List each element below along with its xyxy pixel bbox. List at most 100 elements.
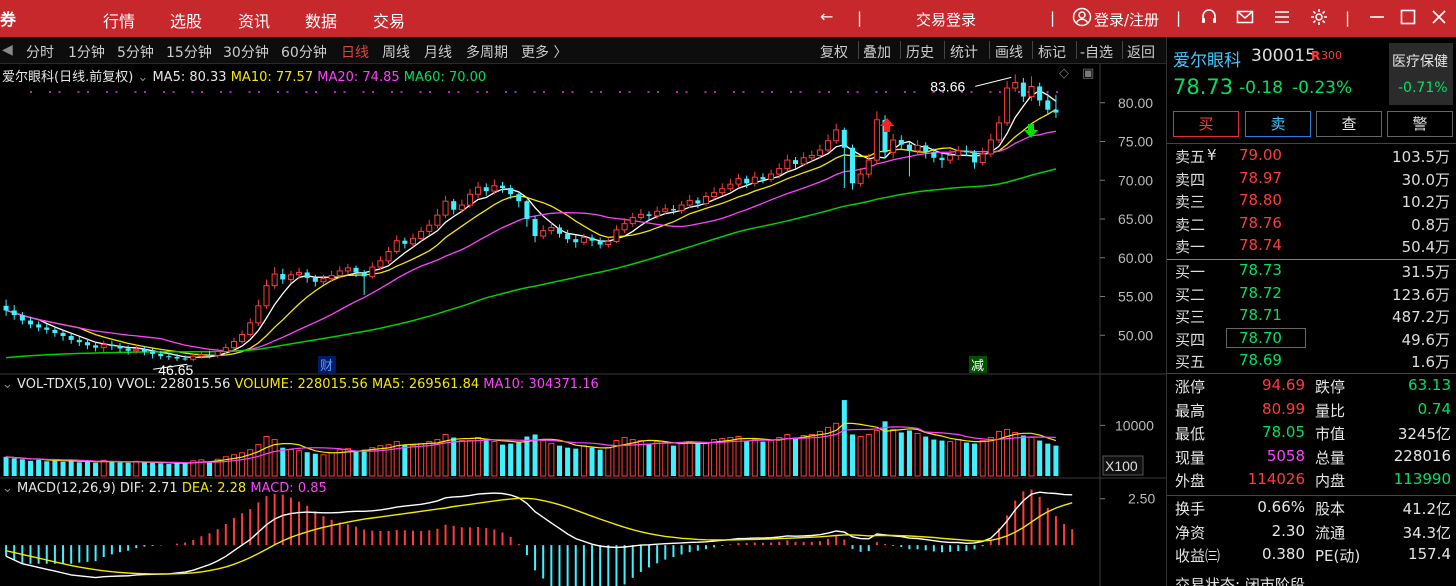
volume-bar xyxy=(36,459,42,476)
chevron-down-icon[interactable]: ⌄ xyxy=(2,481,13,496)
mark-button[interactable]: 标记 xyxy=(1038,45,1066,61)
dot-marker xyxy=(305,91,308,93)
period-monthly[interactable]: 月线 xyxy=(424,45,452,61)
gear-icon[interactable] xyxy=(1309,7,1329,31)
panel-toggle-icon[interactable]: ▣ xyxy=(1082,66,1095,81)
headset-icon[interactable] xyxy=(1199,7,1219,31)
overlay-button[interactable]: 叠加 xyxy=(863,45,891,61)
mail-icon[interactable] xyxy=(1235,7,1255,31)
period-weekly[interactable]: 周线 xyxy=(382,45,410,61)
kline-chart[interactable]: 80.00 75.00 70.00 65.00 60.00 55.00 50.00 10000… xyxy=(0,64,1166,586)
order-price[interactable]: 78.71 xyxy=(1239,306,1282,324)
close-icon[interactable] xyxy=(1430,7,1448,31)
maximize-icon[interactable] xyxy=(1399,7,1417,31)
dot-marker xyxy=(486,91,488,93)
nav-data[interactable]: 数据 xyxy=(305,12,338,31)
sell-button[interactable]: 卖 xyxy=(1245,111,1311,137)
candle xyxy=(361,272,367,277)
nav-trade[interactable]: 交易 xyxy=(373,12,406,31)
period-intraday[interactable]: 分时 xyxy=(26,45,54,61)
candle xyxy=(727,183,734,190)
period-15min[interactable]: 15分钟 xyxy=(166,45,212,61)
order-price[interactable]: 78.70 xyxy=(1239,328,1282,347)
period-daily[interactable]: 日线 xyxy=(341,45,369,61)
volume-bar xyxy=(719,438,726,477)
order-price[interactable]: 78.72 xyxy=(1239,283,1282,302)
dot-marker xyxy=(77,91,80,93)
diamond-icon[interactable]: ◇ xyxy=(1059,66,1069,81)
user-icon[interactable] xyxy=(1072,7,1092,31)
back-arrow-icon[interactable]: ← xyxy=(820,7,834,26)
stat-value: 2.30 xyxy=(1271,521,1305,540)
candle xyxy=(11,310,17,316)
volume-bar xyxy=(207,461,213,476)
order-price[interactable]: 78.69 xyxy=(1239,351,1282,369)
volume-bar xyxy=(768,440,775,477)
list-icon[interactable] xyxy=(1272,7,1292,31)
divider xyxy=(900,41,901,59)
collapse-icon[interactable]: ◀ xyxy=(2,42,13,58)
volume-bar xyxy=(939,440,945,476)
quote-panel: 爱尔眼科 300015 R 300 医疗保健 -0.71% 78.73 -0.1… xyxy=(1166,37,1456,586)
query-button[interactable]: 查 xyxy=(1316,111,1382,137)
divider xyxy=(858,41,859,59)
trade-login-link[interactable]: 交易登录 xyxy=(916,11,977,29)
nav-stock-picker[interactable]: 选股 xyxy=(170,12,203,31)
volume-bar xyxy=(873,429,880,477)
nav-news[interactable]: 资讯 xyxy=(238,12,271,31)
login-register-link[interactable]: 登录/注册 xyxy=(1094,11,1160,29)
draw-line-button[interactable]: 画线 xyxy=(995,45,1023,61)
order-price[interactable]: 79.00 xyxy=(1239,146,1282,164)
order-price[interactable]: 78.80 xyxy=(1239,191,1282,209)
period-more[interactable]: 更多 〉 xyxy=(521,45,568,61)
volume-bar xyxy=(646,443,652,476)
minimize-icon[interactable] xyxy=(1368,7,1386,31)
dot-marker xyxy=(685,91,688,93)
price-tick-label: 60.00 xyxy=(1118,250,1153,266)
volume-bar xyxy=(312,453,318,476)
candle xyxy=(377,260,384,268)
sector-box[interactable]: 医疗保健 -0.71% xyxy=(1389,43,1453,105)
order-price[interactable]: 78.76 xyxy=(1239,213,1282,232)
chevron-down-icon[interactable]: ⌄ xyxy=(137,70,149,85)
volume-bar xyxy=(857,436,864,477)
add-watchlist-button[interactable]: -自选 xyxy=(1080,45,1114,61)
order-price[interactable]: 78.74 xyxy=(1239,236,1282,254)
brand-logo[interactable]: 券 xyxy=(0,10,17,29)
period-5min[interactable]: 5分钟 xyxy=(117,45,154,61)
candle xyxy=(882,119,888,153)
volume-bar xyxy=(52,460,58,476)
ma10-value: MA10: 77.57 xyxy=(230,70,314,85)
order-price[interactable]: 78.97 xyxy=(1239,168,1282,187)
history-button[interactable]: 历史 xyxy=(906,45,934,61)
chevron-down-icon[interactable]: ⌄ xyxy=(2,377,13,392)
period-1min[interactable]: 1分钟 xyxy=(68,45,105,61)
volume-bar xyxy=(19,459,25,476)
candle xyxy=(532,219,538,237)
volume-bar xyxy=(637,440,644,477)
adjust-button[interactable]: 复权 xyxy=(820,45,848,61)
price-tick-label: 70.00 xyxy=(1118,172,1153,188)
period-multi[interactable]: 多周期 xyxy=(466,45,508,61)
buy-button[interactable]: 买 xyxy=(1173,111,1239,137)
candle xyxy=(613,229,620,242)
statistics-button[interactable]: 统计 xyxy=(950,45,978,61)
order-price[interactable]: 78.73 xyxy=(1239,261,1282,279)
candle xyxy=(914,144,921,152)
candle xyxy=(1028,85,1035,98)
candle xyxy=(166,356,172,358)
alert-button[interactable]: 警 xyxy=(1387,111,1453,137)
price-tick-label: 55.00 xyxy=(1118,289,1153,305)
reduce-flag: 减 xyxy=(971,359,984,374)
dot-marker xyxy=(429,91,431,93)
period-60min[interactable]: 60分钟 xyxy=(281,45,327,61)
candle xyxy=(621,223,628,231)
dot-marker xyxy=(761,91,764,93)
period-30min[interactable]: 30分钟 xyxy=(223,45,269,61)
candle xyxy=(271,273,278,287)
candle xyxy=(865,159,872,175)
dif-value: DIF: 2.71 xyxy=(119,481,178,496)
candle xyxy=(483,187,489,192)
nav-quotes[interactable]: 行情 xyxy=(103,12,136,31)
return-button[interactable]: 返回 xyxy=(1127,45,1155,61)
